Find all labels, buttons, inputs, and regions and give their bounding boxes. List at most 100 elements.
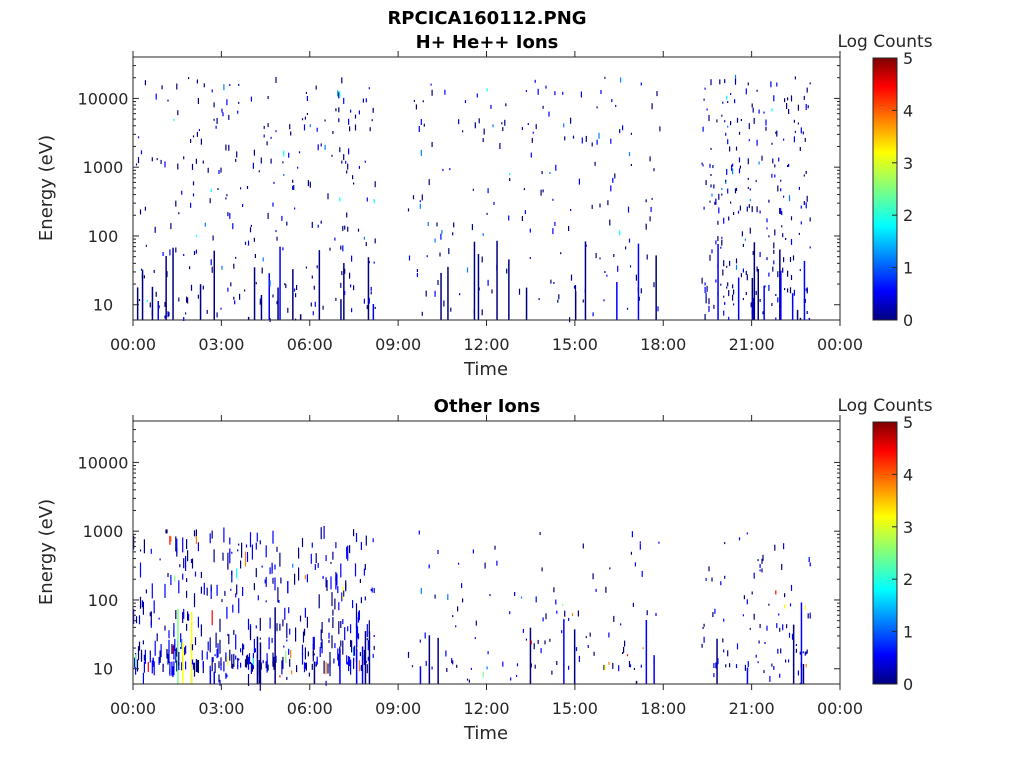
spectrogram-cell [721,236,723,239]
spectrogram-cell [319,647,321,657]
spectrogram-cell [715,240,717,245]
spectrogram-cell [281,215,283,221]
spectrogram-cell [797,104,799,111]
spectrogram-cell [200,571,202,578]
spectrogram-cell [346,170,348,174]
spectrogram-cell [305,266,307,269]
spectrogram-cell [613,615,615,622]
spectrogram-cell [231,654,233,669]
spectrogram-cell [608,661,610,665]
spectrogram-cell [612,177,614,183]
spectrogram-cell [604,76,606,79]
spectrogram-cell [181,639,183,649]
spectrogram-cell [296,665,298,673]
spectrogram-cell [286,623,288,639]
figure-title: RPCICA160112.PNG [387,8,586,29]
spectrogram-cell [272,202,274,207]
spectrogram-cell [153,269,155,273]
spectrogram-cell [143,539,145,554]
spectrogram-cell [135,616,138,624]
spectrogram-cell [269,280,271,287]
spectrogram-streak [447,266,449,320]
spectrogram-cell [719,79,721,85]
spectrogram-cell [220,167,222,173]
spectrogram-cell [564,610,566,617]
spectrogram-cell [785,238,787,240]
spectrogram-streak [259,642,262,684]
spectrogram-cell [171,661,173,676]
spectrogram-cell [236,568,238,579]
spectrogram-cell [197,294,199,299]
spectrogram-cell [195,529,197,539]
spectrogram-cell [253,583,255,591]
spectrogram-cell [717,236,719,242]
spectrogram-cell [551,670,553,675]
spectrogram-streak [258,660,261,684]
spectrogram-streak [157,301,159,320]
spectrogram-cell [738,131,741,135]
spectrogram-streak [355,616,358,684]
spectrogram-cell [726,286,728,289]
spectrogram-cell [777,271,779,278]
spectrogram-cell [710,79,712,86]
spectrogram-cell [766,218,768,223]
spectrogram-cell [168,649,170,663]
spectrogram-cell [280,577,282,584]
spectrogram-streak [716,638,718,684]
spectrogram-cell [242,204,244,207]
spectrogram-cell [521,127,523,130]
spectrogram-cell [298,151,301,154]
x-tick-label: 03:00 [198,335,244,354]
spectrogram-cell [229,84,231,87]
spectrogram-cell [556,610,558,614]
spectrogram-cell [349,272,351,279]
spectrogram-cell [360,542,362,550]
spectrogram-cell [805,202,807,209]
spectrogram-cell [373,635,375,637]
spectrogram-cell [186,539,188,550]
spectrogram-cell [456,664,458,668]
spectrogram-cell [227,287,229,292]
spectrogram-cell [751,591,753,595]
spectrogram-cell [192,135,195,138]
spectrogram-cell [334,598,336,610]
spectrogram-cell [365,98,367,103]
spectrogram-cell [226,674,228,678]
spectrogram-cell [604,271,606,273]
spectrogram-cell [207,641,209,651]
spectrogram-cell [154,226,156,233]
spectrogram-cell [190,559,193,563]
spectrogram-cell [263,134,265,138]
spectrogram-cell [178,212,180,215]
spectrogram-cell [200,586,202,594]
spectrogram-cell [436,222,438,227]
spectrogram-cell [183,558,185,569]
spectrogram-cell [539,532,541,535]
spectrogram-cell [250,96,252,102]
spectrogram-cell [788,195,791,202]
spectrogram-cell [249,227,252,233]
spectrogram-streak [584,241,587,320]
spectrogram-cell [308,672,310,677]
spectrogram-cell [281,660,283,675]
spectrogram-cell [234,300,236,305]
spectrogram-streak [268,273,270,320]
spectrogram-cell [560,252,562,255]
spectrogram-cell [571,612,574,616]
spectrogram-cell [182,573,184,580]
spectrogram-cell [447,594,449,601]
spectrogram-cell [273,181,275,184]
spectrogram-cell [804,137,806,142]
spectrogram-cell [342,619,344,625]
spectrogram-cell [640,82,642,86]
spectrogram-cell [212,657,214,663]
spectrogram-cell [325,555,327,562]
spectrogram-cell [496,560,498,566]
spectrogram-cell [805,651,807,655]
spectrogram-cell [229,212,231,219]
spectrogram-cell [341,160,343,164]
spectrogram-cell [722,638,724,643]
spectrogram-cell [408,255,411,261]
spectrogram-streak [299,314,302,320]
spectrogram-cell [374,238,376,244]
